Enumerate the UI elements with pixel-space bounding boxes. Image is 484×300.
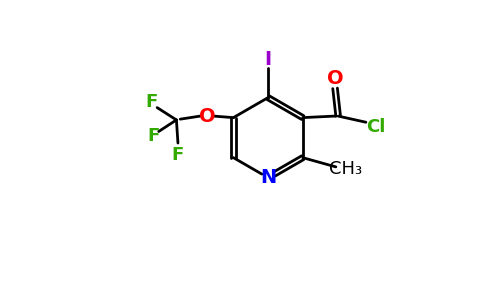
Text: F: F xyxy=(147,127,159,145)
Text: Cl: Cl xyxy=(366,118,386,136)
Text: F: F xyxy=(172,146,184,164)
Text: O: O xyxy=(199,106,215,126)
Text: F: F xyxy=(146,93,158,111)
Text: N: N xyxy=(260,168,276,187)
Text: CH₃: CH₃ xyxy=(329,160,363,178)
Text: O: O xyxy=(327,69,344,88)
Text: I: I xyxy=(265,50,272,69)
